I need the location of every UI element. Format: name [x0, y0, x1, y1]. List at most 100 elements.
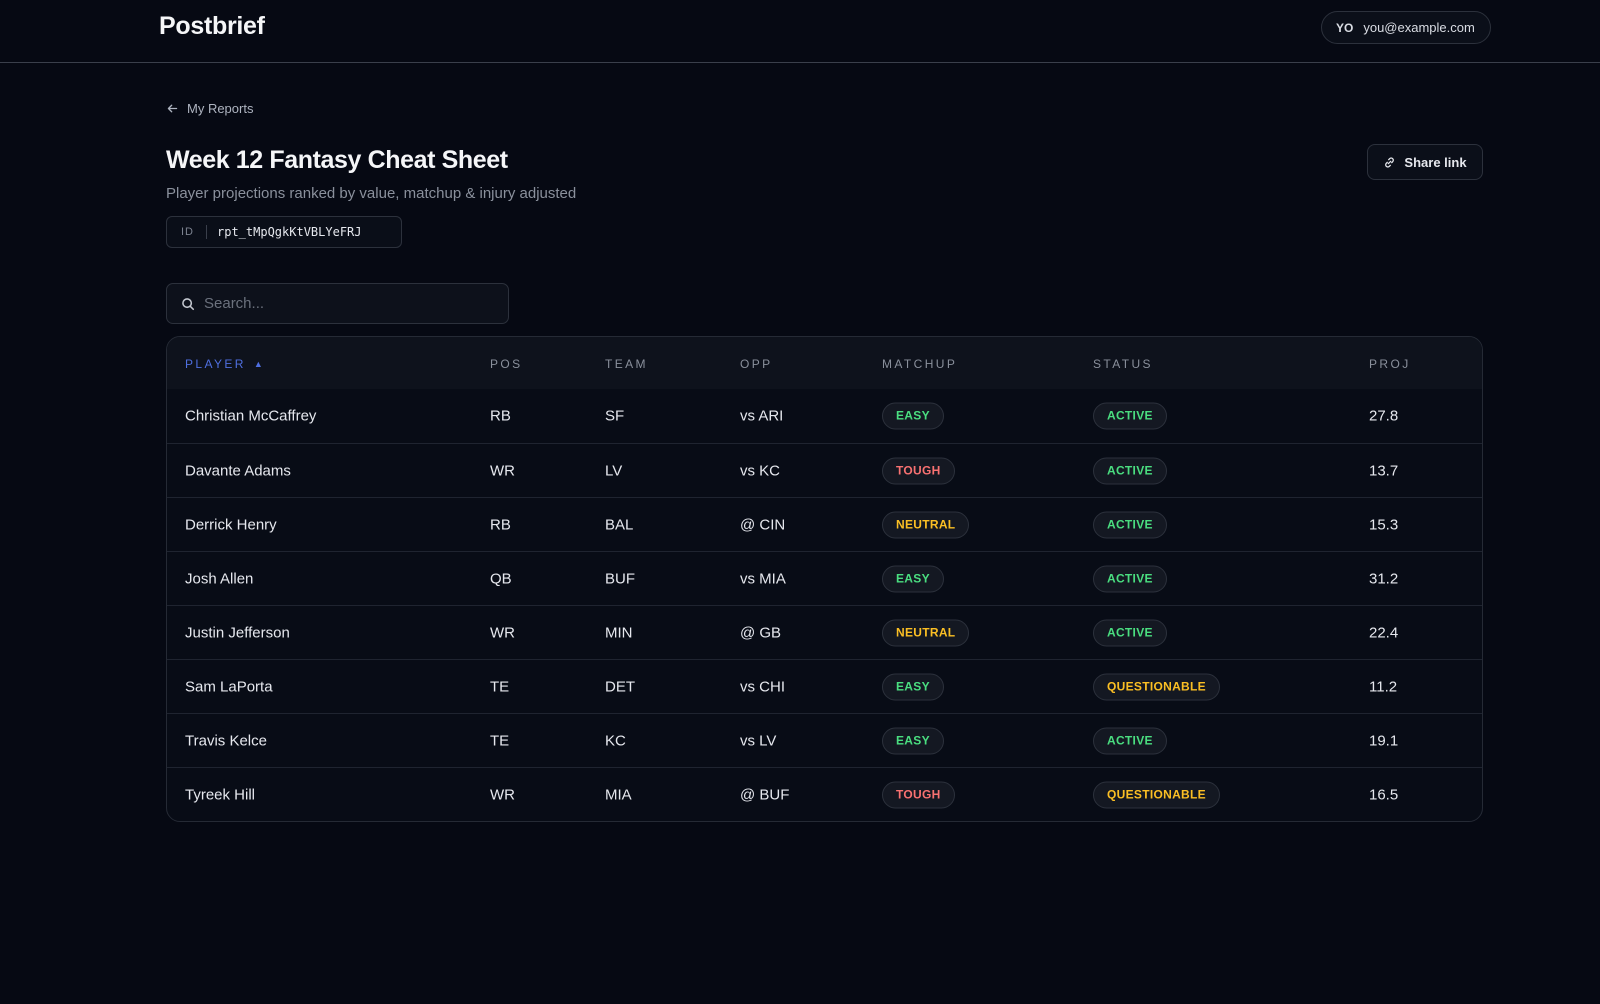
matchup-badge-cell: EASY: [882, 565, 944, 592]
status-badge-cell: ACTIVE: [1093, 565, 1167, 592]
table-row[interactable]: Sam LaPorta TE DET vs CHI EASY QUESTIONABLE 11…: [167, 659, 1482, 713]
opponent-cell: vs CHI: [740, 678, 785, 695]
table-row[interactable]: Derrick Henry RB BAL @ CIN NEUTRAL ACTIVE 15.3: [167, 497, 1482, 551]
player-name-cell: Sam LaPorta: [185, 678, 273, 695]
player-name-cell: Derrick Henry: [185, 516, 277, 533]
matchup-badge: NEUTRAL: [882, 619, 970, 646]
opponent-cell: @ BUF: [740, 786, 790, 803]
position-cell: WR: [490, 624, 515, 641]
matchup-badge-cell: TOUGH: [882, 457, 955, 484]
search-icon: [182, 297, 195, 310]
status-badge: QUESTIONABLE: [1093, 781, 1220, 808]
link-icon: [1385, 156, 1395, 168]
projection-cell: 22.4: [1369, 624, 1399, 641]
projection-cell: 27.8: [1369, 407, 1399, 425]
status-badge-cell: QUESTIONABLE: [1093, 673, 1220, 700]
report-id-label: ID: [181, 226, 194, 238]
player-name-cell: Travis Kelce: [185, 732, 267, 749]
opponent-cell: vs ARI: [740, 407, 784, 425]
position-cell: WR: [490, 786, 515, 803]
team-cell: MIN: [605, 624, 633, 641]
opponent-cell: vs MIA: [740, 570, 786, 587]
search-box: [166, 283, 509, 324]
status-badge: ACTIVE: [1093, 619, 1167, 646]
matchup-badge: EASY: [882, 565, 944, 592]
user-menu-button[interactable]: YO you@example.com: [1321, 11, 1491, 44]
column-header-player-label: PLAYER: [185, 357, 246, 371]
matchup-badge-cell: EASY: [882, 673, 944, 700]
projection-cell: 15.3: [1369, 516, 1399, 533]
status-badge: ACTIVE: [1093, 511, 1167, 538]
page-title: Week 12 Fantasy Cheat Sheet: [166, 146, 508, 174]
report-id-value: rpt_tMpQgkKtVBLYeFRJ: [217, 225, 362, 239]
position-cell: QB: [490, 570, 512, 587]
position-cell: TE: [490, 678, 510, 695]
player-name-cell: Tyreek Hill: [185, 786, 256, 803]
matchup-badge: EASY: [882, 727, 944, 754]
status-badge-cell: ACTIVE: [1093, 511, 1167, 538]
status-badge: ACTIVE: [1093, 457, 1167, 484]
opponent-cell: @ CIN: [740, 516, 786, 533]
share-link-label: Share link: [1404, 154, 1467, 170]
status-badge: ACTIVE: [1093, 727, 1167, 754]
matchup-badge: EASY: [882, 402, 944, 430]
column-header-team[interactable]: TEAM: [605, 357, 648, 371]
team-cell: SF: [605, 407, 625, 425]
column-header-pos[interactable]: POS: [490, 357, 523, 371]
table-row[interactable]: Tyreek Hill WR MIA @ BUF TOUGH QUESTIONABLE 16…: [167, 767, 1482, 821]
table-row[interactable]: Josh Allen QB BUF vs MIA EASY ACTIVE 31.2: [167, 551, 1482, 605]
position-cell: RB: [490, 407, 511, 425]
arrow-left-icon: [167, 104, 178, 113]
column-header-opp[interactable]: OPP: [740, 357, 773, 371]
player-name-cell: Josh Allen: [185, 570, 254, 587]
projection-cell: 11.2: [1369, 678, 1398, 695]
matchup-badge-cell: EASY: [882, 727, 944, 754]
column-header-proj[interactable]: PROJ: [1369, 357, 1411, 371]
matchup-badge-cell: EASY: [882, 402, 944, 430]
opponent-cell: vs KC: [740, 462, 781, 479]
table-row[interactable]: Justin Jefferson WR MIN @ GB NEUTRAL ACTIVE 22…: [167, 605, 1482, 659]
status-badge: ACTIVE: [1093, 402, 1167, 430]
status-badge-cell: QUESTIONABLE: [1093, 781, 1220, 808]
matchup-badge-cell: TOUGH: [882, 781, 955, 808]
table-header: PLAYER ▲ POS TEAM OPP MATCHUP STATUS PRO…: [167, 337, 1482, 389]
table-row[interactable]: Davante Adams WR LV vs KC TOUGH ACTIVE 13.7: [167, 443, 1482, 497]
back-link-label: My Reports: [187, 101, 254, 116]
team-cell: LV: [605, 462, 623, 479]
position-cell: RB: [490, 516, 511, 533]
column-header-player[interactable]: PLAYER ▲: [185, 357, 265, 371]
top-bar: Postbrief YO you@example.com: [0, 0, 1600, 63]
matchup-badge: EASY: [882, 673, 944, 700]
matchup-badge: TOUGH: [882, 457, 955, 484]
column-header-status[interactable]: STATUS: [1093, 357, 1153, 371]
report-id-field[interactable]: ID rpt_tMpQgkKtVBLYeFRJ: [166, 216, 402, 248]
table-row[interactable]: Christian McCaffrey RB SF vs ARI EASY ACTIVE 2…: [167, 389, 1482, 443]
projection-cell: 31.2: [1369, 570, 1399, 587]
sort-ascending-icon: ▲: [253, 359, 266, 369]
column-header-matchup[interactable]: MATCHUP: [882, 357, 958, 371]
page-subtitle: Player projections ranked by value, matc…: [166, 185, 577, 202]
projection-cell: 16.5: [1369, 786, 1399, 803]
matchup-badge: TOUGH: [882, 781, 955, 808]
back-to-reports-link[interactable]: My Reports: [166, 101, 253, 116]
table-body: Christian McCaffrey RB SF vs ARI EASY ACTIVE 2…: [167, 389, 1482, 821]
team-cell: DET: [605, 678, 635, 695]
players-table: PLAYER ▲ POS TEAM OPP MATCHUP STATUS PRO…: [166, 336, 1483, 822]
projection-cell: 13.7: [1369, 462, 1399, 479]
brand-logo[interactable]: Postbrief: [159, 12, 265, 40]
team-cell: BUF: [605, 570, 635, 587]
position-cell: WR: [490, 462, 515, 479]
report-id-divider: [206, 225, 207, 239]
table-row[interactable]: Travis Kelce TE KC vs LV EASY ACTIVE 19.1: [167, 713, 1482, 767]
team-cell: MIA: [605, 786, 632, 803]
projection-cell: 19.1: [1369, 732, 1399, 749]
status-badge-cell: ACTIVE: [1093, 402, 1167, 430]
matchup-badge-cell: NEUTRAL: [882, 619, 970, 646]
team-cell: KC: [605, 732, 626, 749]
matchup-badge: NEUTRAL: [882, 511, 970, 538]
opponent-cell: @ GB: [740, 624, 782, 641]
search-input[interactable]: [204, 295, 494, 312]
share-link-button[interactable]: Share link: [1367, 144, 1483, 180]
player-name-cell: Justin Jefferson: [185, 624, 290, 641]
user-avatar-initials: YO: [1336, 20, 1354, 35]
